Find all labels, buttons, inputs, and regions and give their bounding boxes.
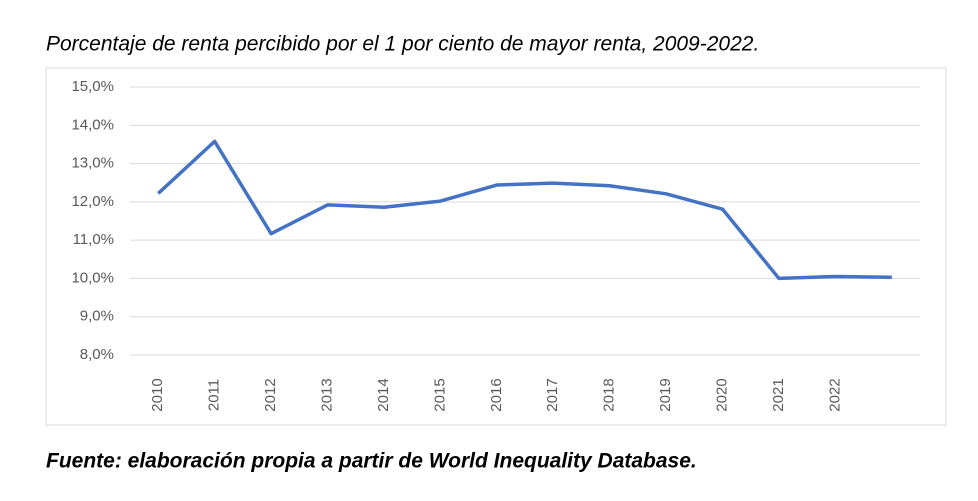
x-tick-label: 2012 xyxy=(262,378,279,411)
chart-frame xyxy=(45,67,947,426)
x-tick-label: 2015 xyxy=(431,378,448,411)
x-tick-label: 2018 xyxy=(601,378,618,411)
y-tick-label: 13,0% xyxy=(71,155,114,172)
x-tick-label: 2017 xyxy=(544,378,561,411)
y-tick-label: 10,0% xyxy=(71,269,114,286)
y-tick-label: 14,0% xyxy=(71,116,114,133)
chart-title: Porcentaje de renta percibido por el 1 p… xyxy=(46,33,759,56)
x-tick-label: 2019 xyxy=(657,378,674,411)
x-tick-label: 2011 xyxy=(206,379,223,411)
y-tick-label: 12,0% xyxy=(71,193,114,210)
x-tick-label: 2021 xyxy=(770,378,787,411)
x-tick-label: 2013 xyxy=(318,378,335,411)
y-tick-label: 9,0% xyxy=(80,308,114,325)
data-line xyxy=(157,139,892,281)
x-tick-label: 2016 xyxy=(488,378,505,411)
x-tick-label: 2010 xyxy=(149,378,166,411)
source-note: Fuente: elaboración propia a partir de W… xyxy=(46,450,697,473)
x-tick-label: 2022 xyxy=(826,378,843,411)
x-tick-label: 2020 xyxy=(713,378,730,411)
y-tick-label: 8,0% xyxy=(80,346,114,363)
y-tick-label: 11,0% xyxy=(73,231,114,248)
x-tick-label: 2014 xyxy=(375,378,392,411)
y-tick-label: 15,0% xyxy=(71,78,114,95)
